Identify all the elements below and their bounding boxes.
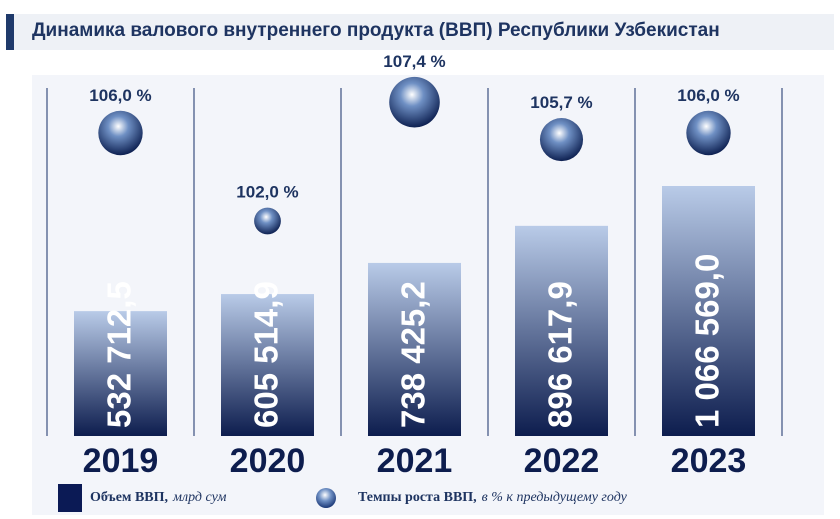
legend-ball-icon <box>316 488 336 508</box>
growth-balls-group: 106,0 % 102,0 % 107,4 % 105,7 % 106,0 % <box>89 52 740 235</box>
year-tick-label: 2023 <box>671 442 747 480</box>
year-tick-label: 2019 <box>83 442 159 480</box>
gdp-bar <box>368 262 461 436</box>
growth-ball <box>539 118 584 162</box>
year-tick-label: 2022 <box>524 442 600 480</box>
gdp-bar <box>221 294 314 436</box>
growth-ball <box>389 76 440 128</box>
bars-group: 532 712,5 2019 605 514,9 2020 738 425,2 2021 8… <box>74 186 755 480</box>
gdp-bar-label: 605 514,9 <box>248 281 285 428</box>
growth-label: 106,0 % <box>89 86 151 105</box>
gdp-bar <box>662 186 755 436</box>
gdp-bar <box>515 225 608 436</box>
growth-label: 105,7 % <box>530 93 592 112</box>
legend-growth-rate-unit: в % к предыдущему году <box>481 490 627 505</box>
title-bar: Динамика валового внутреннего продукта (… <box>6 14 834 50</box>
legend-gdp-volume: Объем ВВП, млрд сум <box>58 484 226 512</box>
legend-growth-rate-label: Темпы роста ВВП, <box>358 490 477 505</box>
growth-label: 107,4 % <box>383 52 445 71</box>
gdp-bar-label: 896 617,9 <box>542 281 579 428</box>
growth-label: 106,0 % <box>677 86 739 105</box>
legend-gdp-volume-label: Объем ВВП, <box>90 490 169 505</box>
gdp-bar-label: 738 425,2 <box>395 281 432 428</box>
year-tick-label: 2020 <box>230 442 306 480</box>
legend-bar-swatch <box>58 484 82 512</box>
growth-label: 102,0 % <box>236 183 298 202</box>
growth-ball <box>254 207 281 235</box>
growth-ball <box>686 110 731 156</box>
year-tick-label: 2021 <box>377 442 453 480</box>
column-dividers <box>46 88 783 436</box>
chart-title: Динамика валового внутреннего продукта (… <box>32 20 720 41</box>
gdp-bar-label: 532 712,5 <box>101 281 138 428</box>
gdp-bar <box>74 311 167 436</box>
growth-ball <box>98 110 143 156</box>
legend-growth-rate: Темпы роста ВВП, в % к предыдущему году <box>316 484 627 512</box>
legend-gdp-volume-unit: млрд сум <box>173 490 227 505</box>
gdp-bar-label: 1 066 569,0 <box>689 254 726 428</box>
